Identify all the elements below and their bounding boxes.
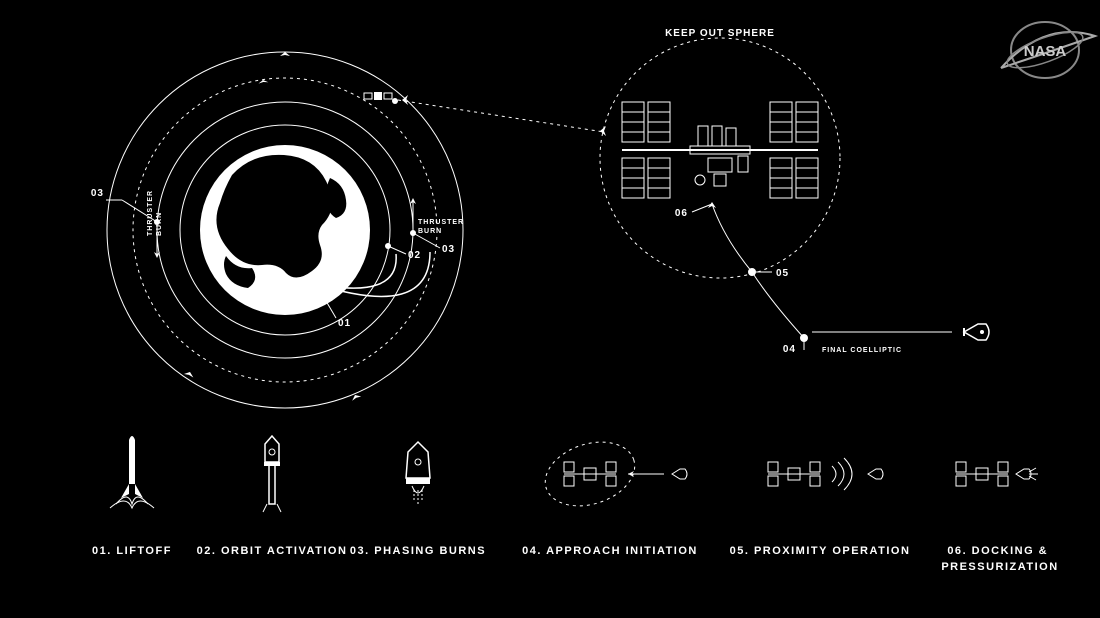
stage-02-label: 02. ORBIT ACTIVATION (197, 545, 348, 557)
stage-01-label: 01. LIFTOFF (92, 545, 172, 557)
point-01-label: 01 (338, 318, 351, 329)
earth-icon (200, 145, 370, 315)
point-04-label: 04 (783, 344, 796, 355)
point-03r-label: 03 (442, 244, 455, 255)
earth-orbit-diagram: 01 02 03 THRUSTER BURN 03 THRUSTER BURN (91, 52, 467, 408)
thruster-burn-left: THRUSTER BURN (147, 187, 163, 236)
stage-06-label: 06. DOCKING & PRESSURIZATION (941, 545, 1058, 573)
capsule-approach-icon (964, 324, 989, 340)
nasa-logo-text: NASA (1024, 43, 1067, 60)
iss-icon (622, 102, 818, 198)
stage-04-label: 04. APPROACH INITIATION (522, 545, 698, 557)
keep-out-sphere: KEEP OUT SPHERE (600, 28, 840, 278)
stage-03-label: 03. PHASING BURNS (350, 545, 486, 557)
stage-04-icon (537, 431, 687, 516)
point-06-label: 06 (675, 208, 688, 219)
approach-path: 04 FINAL COELLIPTIC 05 06 (675, 202, 989, 355)
stage-05-icon (768, 458, 883, 490)
keep-out-label: KEEP OUT SPHERE (665, 28, 775, 39)
stage-03-icon (406, 442, 430, 506)
stage-01-icon (110, 436, 154, 508)
point-02-label: 02 (408, 250, 421, 261)
point-05-label: 05 (776, 268, 789, 279)
stage-05-label: 05. PROXIMITY OPERATION (730, 545, 911, 557)
thruster-burn-right: THRUSTER BURN (418, 219, 467, 235)
nasa-logo: NASA (1001, 22, 1095, 78)
transfer-path (398, 100, 604, 132)
final-coelliptic-label: FINAL COELLIPTIC (822, 347, 902, 354)
stage-06-icon (956, 462, 1038, 486)
point-03l-label: 03 (91, 188, 104, 199)
spacecraft-top-icon (364, 92, 392, 100)
stage-02-icon (263, 436, 281, 512)
